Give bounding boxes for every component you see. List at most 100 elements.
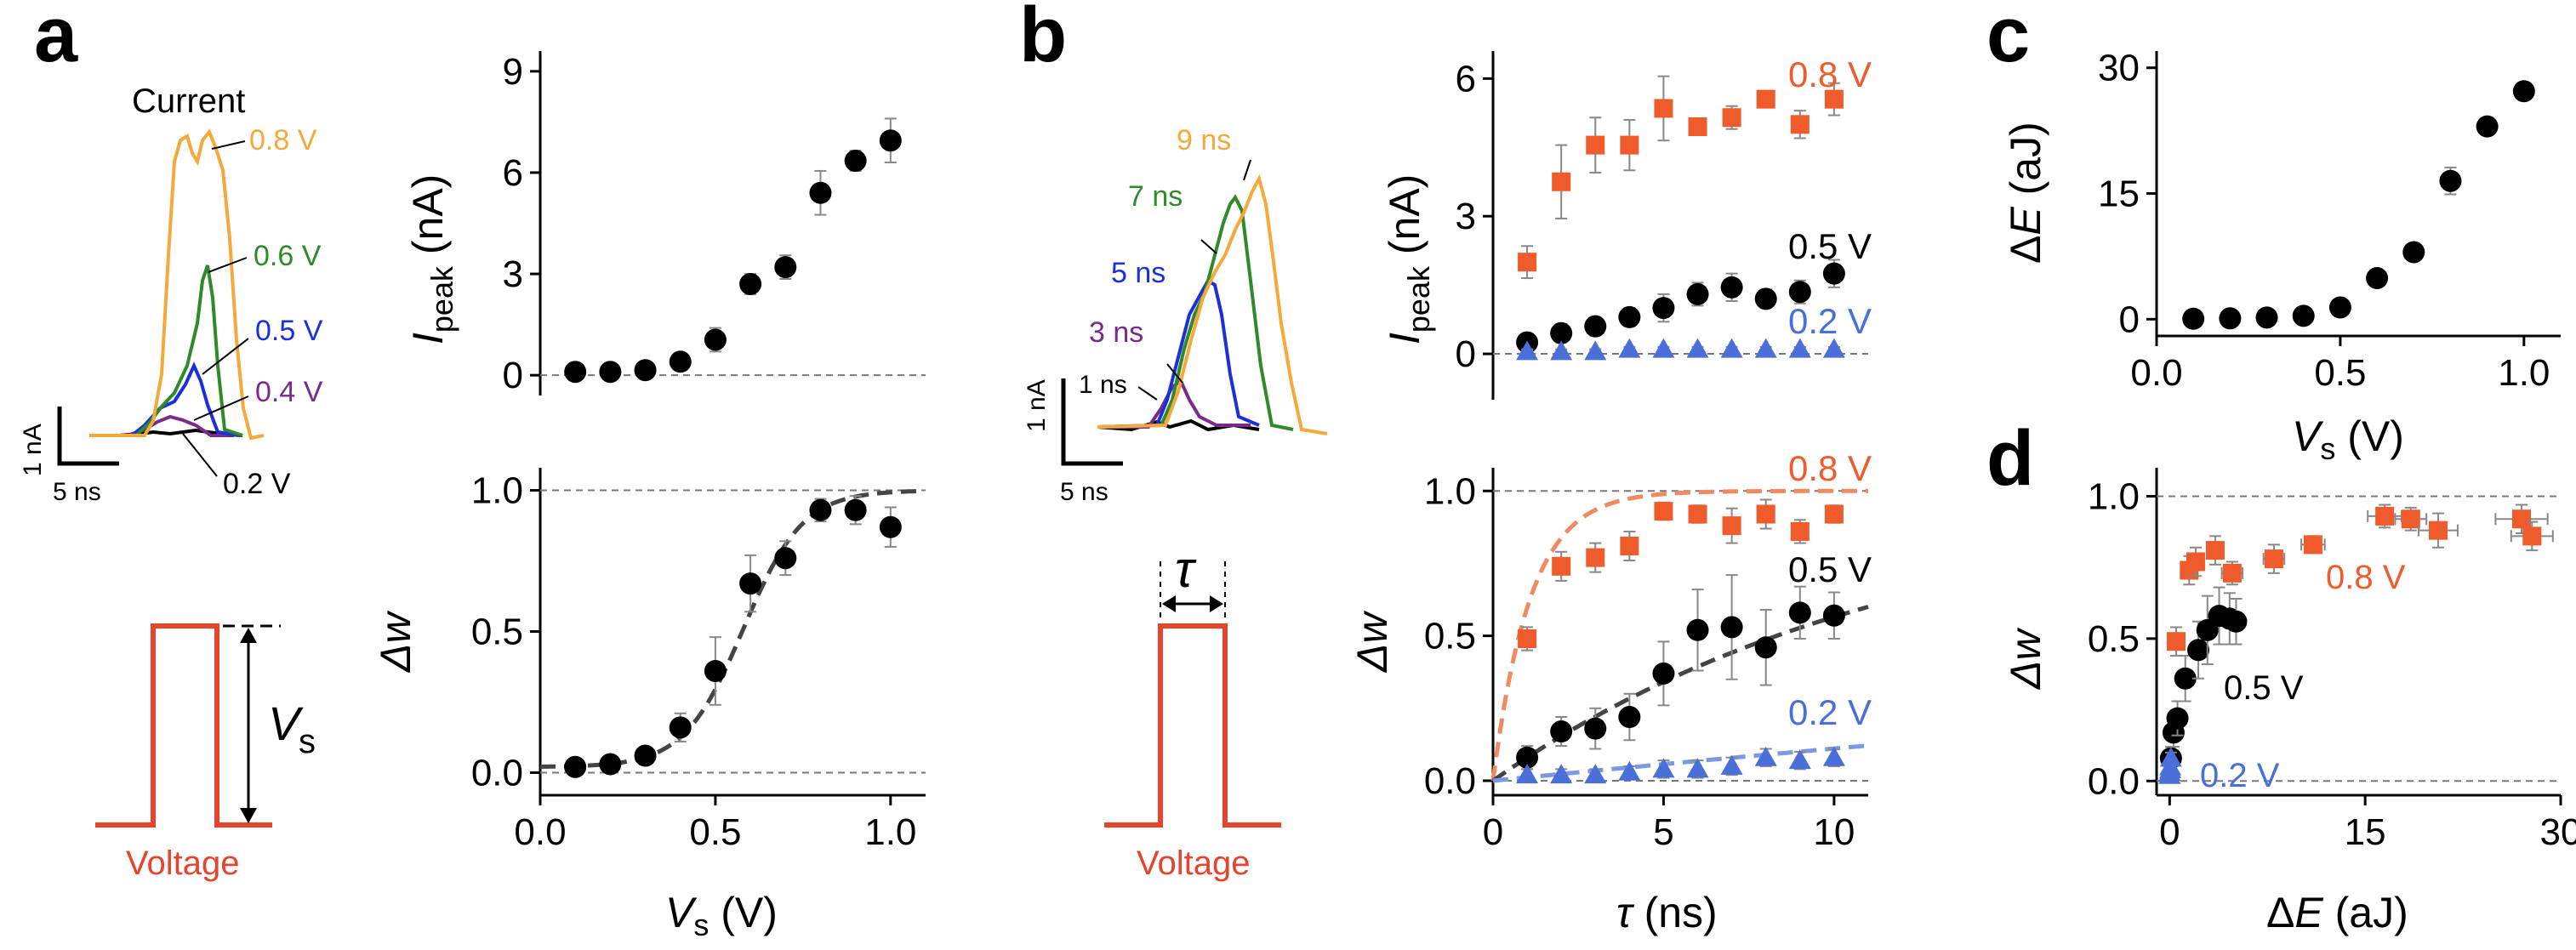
d-s0-point-9 bbox=[2428, 521, 2448, 540]
d-ytick-label-1: 0.5 bbox=[2088, 618, 2140, 660]
b_top-s0-point-5 bbox=[1688, 117, 1707, 137]
chart-b-ipeak-vs-tau: 0 3 6 bbox=[1456, 51, 1868, 400]
b_bottom-s0-point-0 bbox=[1518, 629, 1537, 649]
a_top-ytick-label-3: 9 bbox=[503, 51, 523, 93]
d-s0-point-5 bbox=[2264, 549, 2283, 569]
chart-a-ipeak-vs-vs: 0 3 6 9 bbox=[503, 51, 926, 396]
trace-a-0.6V bbox=[89, 265, 243, 437]
leader-1ns bbox=[1137, 386, 1158, 401]
c-s0-point-2 bbox=[2255, 306, 2278, 329]
c-s0-point-8 bbox=[2476, 115, 2499, 138]
chart-c-de-vs-vs: 0 15 30 0.0 0.5 1.0 bbox=[2098, 48, 2561, 394]
b_top-s1-point-6 bbox=[1720, 276, 1743, 299]
b_bottom-s0-point-6 bbox=[1722, 516, 1741, 536]
trace-label-0.2V: 0.2 V bbox=[223, 468, 291, 500]
leader-3ns bbox=[1166, 363, 1183, 384]
voltage-caption-a: Voltage bbox=[126, 845, 239, 882]
pulse-width-symbol: τ bbox=[1175, 541, 1197, 598]
a_bottom-s0-point-1 bbox=[599, 753, 622, 776]
axis-labels: Ipeak (nA) Δw Vs (V) Ipeak (nA) Δw τ (ns… bbox=[372, 122, 2408, 942]
current-title: Current bbox=[132, 82, 245, 120]
panel-label-a: a bbox=[34, 0, 78, 78]
a_bottom-s0-point-3 bbox=[669, 716, 692, 739]
tau-arrow-head-right bbox=[1210, 595, 1223, 612]
panel-b-current-traces: 9 ns 7 ns 5 ns 3 ns 1 ns 1 nA 5 ns bbox=[1023, 124, 1328, 506]
b_bottom-s1-point-3 bbox=[1618, 706, 1641, 729]
d-s0-point-4 bbox=[2222, 563, 2242, 583]
d-s0-point-6 bbox=[2303, 535, 2322, 555]
b_top-s0-point-2 bbox=[1586, 135, 1605, 155]
b_bottom-s2-point-9 bbox=[1822, 746, 1845, 766]
trace-label-0.5V: 0.5 V bbox=[255, 315, 323, 347]
b_bottom-ytick-label-0: 0.0 bbox=[1424, 760, 1476, 802]
a_bottom-ytick-label-0: 0.0 bbox=[471, 752, 523, 794]
a_bottom-xtick-label-0: 0.0 bbox=[514, 811, 566, 853]
a_top-s0-point-1 bbox=[599, 361, 622, 384]
leader-0.5V bbox=[202, 338, 249, 375]
d-s0-point-8 bbox=[2401, 509, 2420, 529]
d-s0-point-2 bbox=[2186, 552, 2205, 572]
scale-y-label-b: 1 nA bbox=[1023, 379, 1051, 432]
b_top-s1-point-3 bbox=[1618, 305, 1641, 328]
b_bottom-s1-point-8 bbox=[1788, 601, 1811, 624]
c-s0-point-4 bbox=[2328, 296, 2351, 319]
b_top-s2-point-8 bbox=[1788, 338, 1811, 358]
ylabel-b-bottom: Δw bbox=[1348, 610, 1396, 673]
tau-arrow-head-left bbox=[1162, 595, 1176, 612]
b_bottom-s0-point-8 bbox=[1790, 521, 1809, 541]
b_bottom-s1-point-4 bbox=[1652, 662, 1675, 685]
b_bottom-s2-point-3 bbox=[1618, 760, 1641, 781]
chart-a-dw-vs-vs: 0.0 0.5 1.0 0.0 0.5 1.0 bbox=[471, 468, 926, 853]
leader-0.4V bbox=[193, 395, 249, 421]
panel-label-d: d bbox=[1986, 415, 2034, 502]
d-s0-point-3 bbox=[2205, 541, 2225, 560]
d-xtick-label-0: 0 bbox=[2159, 811, 2180, 853]
a_bottom-ytick-label-1: 0.5 bbox=[471, 612, 523, 653]
c-s0-point-7 bbox=[2439, 169, 2462, 192]
d-s1-point-4 bbox=[2187, 639, 2210, 662]
ylabel-b-top: Ipeak (nA) bbox=[1381, 174, 1436, 344]
b_bottom-fit-0.2V bbox=[1492, 743, 1869, 783]
a_top-s0-point-9 bbox=[879, 129, 902, 152]
d-s0-point-10 bbox=[2512, 509, 2532, 529]
leader-0.8V bbox=[211, 140, 246, 150]
b_bottom-s0-point-7 bbox=[1756, 504, 1775, 524]
a_bottom-s0-point-5 bbox=[739, 572, 762, 595]
trace-label-7ns: 7 ns bbox=[1128, 180, 1183, 213]
b_top-s0-point-1 bbox=[1552, 172, 1571, 191]
panel-b-voltage-pulse: τ Voltage bbox=[1104, 541, 1281, 882]
d-s1-point-3 bbox=[2174, 667, 2197, 690]
a_bottom-s0-point-4 bbox=[704, 659, 727, 682]
b_top-s2-point-2 bbox=[1584, 340, 1607, 361]
a_top-s0-point-0 bbox=[564, 361, 587, 384]
d-s0-point-11 bbox=[2522, 526, 2542, 546]
c-xtick-label-0: 0.0 bbox=[2130, 352, 2182, 394]
panel-label-b: b bbox=[1019, 0, 1067, 78]
d-xtick-label-2: 30 bbox=[2540, 811, 2576, 853]
b-top-label-0.8V: 0.8 V bbox=[1788, 54, 1872, 94]
a_bottom-xtick-label-1: 0.5 bbox=[689, 811, 741, 853]
trace-a-0.8V bbox=[89, 128, 265, 441]
trace-b-9ns bbox=[1097, 174, 1328, 435]
b_top-ytick-label-1: 3 bbox=[1456, 196, 1476, 237]
b-bot-label-0.5V: 0.5 V bbox=[1788, 549, 1872, 589]
d-label-0.2V: 0.2 V bbox=[2200, 757, 2280, 794]
b_top-s1-point-7 bbox=[1754, 287, 1777, 310]
c-s0-point-0 bbox=[2182, 307, 2205, 330]
b_top-s2-point-6 bbox=[1720, 338, 1743, 358]
b_top-s1-point-2 bbox=[1584, 315, 1607, 338]
trace-label-0.4V: 0.4 V bbox=[255, 376, 323, 408]
panel-label-c: c bbox=[1986, 0, 2030, 78]
trace-label-3ns: 3 ns bbox=[1089, 316, 1143, 349]
b_bottom-s2-point-0 bbox=[1516, 764, 1539, 784]
b_bottom-xtick-label-1: 5 bbox=[1653, 811, 1673, 853]
b_bottom-s1-point-2 bbox=[1584, 717, 1607, 740]
panel-a-current-traces: Current 0.8 V 0.6 V 0.5 V 0.4 V 0.2 V 1 … bbox=[19, 82, 323, 506]
b_bottom-s0-point-3 bbox=[1620, 536, 1639, 555]
a_bottom-s0-point-8 bbox=[844, 498, 867, 521]
leader-0.2V bbox=[182, 433, 218, 477]
b_top-s2-point-5 bbox=[1686, 338, 1709, 358]
b_top-s1-point-4 bbox=[1652, 297, 1675, 320]
b_bottom-ytick-label-1: 0.5 bbox=[1424, 616, 1476, 657]
